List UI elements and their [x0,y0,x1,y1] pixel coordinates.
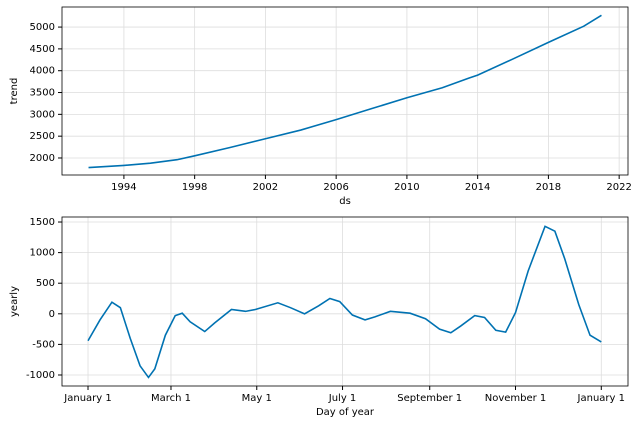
x-tick-label: 2010 [394,182,419,193]
y-tick-label: 2500 [30,131,55,142]
y-tick-label: 3500 [30,88,55,99]
x-tick-label: 2014 [465,182,490,193]
plot-frame [61,216,629,387]
y-tick-label: 5000 [30,22,55,33]
y-tick-label: 3000 [30,109,55,120]
y-tick-label: 4500 [30,44,55,55]
x-axis-label: ds [339,196,351,207]
x-tick-label: 1994 [111,182,136,193]
x-tick-label: January 1 [63,393,111,404]
x-tick-label: 2018 [536,182,561,193]
y-tick-label: 500 [36,278,55,289]
x-tick-label: 2022 [606,182,631,193]
trend-line [87,225,602,379]
y-tick-label: -1000 [26,370,55,381]
y-axis-label: trend [9,78,20,105]
y-tick-label: 0 [49,309,55,320]
x-tick-label: July 1 [328,393,357,404]
x-tick-label: 1998 [182,182,207,193]
x-tick-label: May 1 [242,393,272,404]
y-tick-label: -500 [32,339,55,350]
y-axis-label: yearly [9,286,20,317]
x-axis-label: Day of year [316,407,375,418]
x-tick-label: 2002 [253,182,278,193]
x-tick-label: November 1 [485,393,547,404]
x-tick-label: September 1 [397,393,462,404]
x-tick-label: January 1 [577,393,625,404]
y-tick-label: 4000 [30,66,55,77]
x-tick-label: March 1 [151,393,191,404]
x-tick-label: 2006 [323,182,348,193]
trend-line [88,14,602,169]
plot-frame [61,6,629,176]
y-tick-label: 1500 [30,217,55,228]
y-tick-label: 1000 [30,248,55,259]
y-tick-label: 2000 [30,153,55,164]
